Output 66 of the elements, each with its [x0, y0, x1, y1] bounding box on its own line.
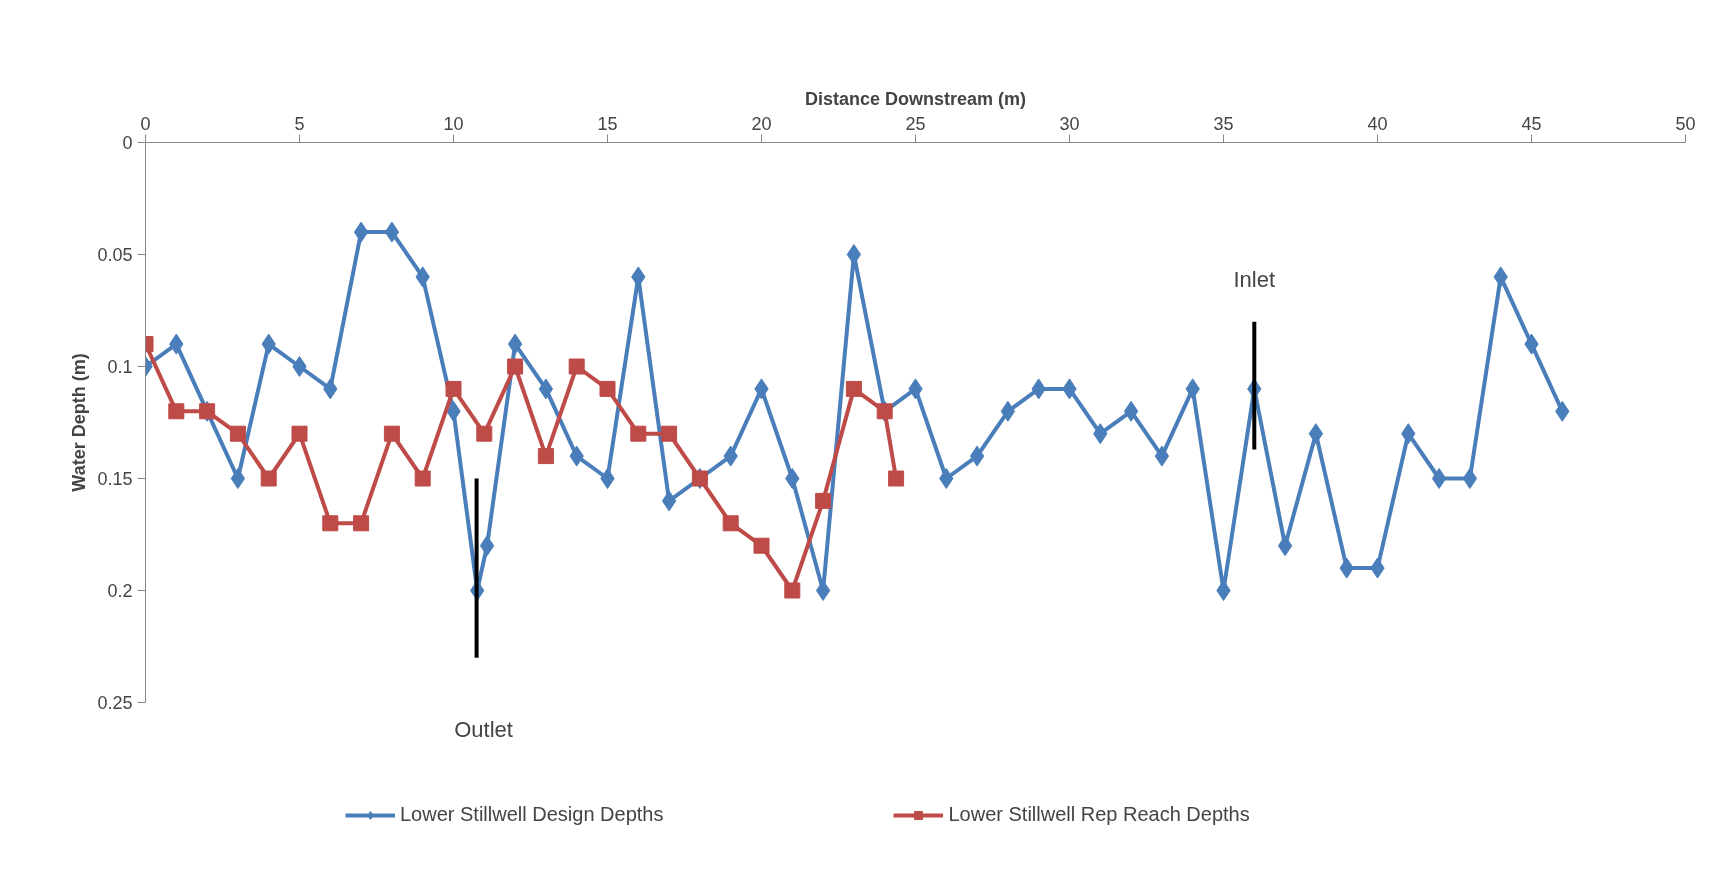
point	[507, 333, 523, 355]
point	[599, 380, 616, 397]
y-tick-label: 0.25	[97, 693, 133, 713]
point	[630, 425, 647, 442]
point	[383, 425, 400, 442]
point	[815, 492, 832, 509]
point	[322, 515, 339, 532]
x-tick-label: 10	[443, 113, 464, 134]
point	[1277, 535, 1293, 557]
point	[784, 582, 801, 599]
y-tick-label: 0.15	[97, 469, 133, 489]
legend-label: Lower Stillwell Rep Reach Depths	[948, 803, 1250, 826]
point	[353, 515, 370, 532]
point	[476, 425, 493, 442]
point	[537, 448, 554, 465]
point	[479, 535, 495, 557]
point	[600, 468, 615, 489]
point	[414, 470, 431, 487]
point	[845, 380, 862, 397]
point	[1462, 468, 1478, 489]
point	[815, 580, 831, 601]
point	[445, 380, 462, 397]
y-tick-label: 0.1	[107, 357, 133, 377]
x-tick-label: 25	[905, 113, 926, 134]
y-tick-label: 0.05	[97, 245, 133, 265]
point	[568, 358, 585, 375]
y-tick-label: 0	[122, 133, 133, 153]
point	[168, 403, 185, 420]
point	[260, 470, 277, 487]
x-tick-label: 45	[1521, 113, 1542, 134]
x-tick-label: 20	[751, 113, 772, 134]
ref-line-label: Outlet	[454, 716, 513, 742]
point	[230, 468, 246, 489]
y-tick-label: 0.2	[107, 581, 133, 601]
point	[1431, 468, 1447, 489]
x-tick-label: 30	[1059, 113, 1080, 134]
point	[939, 468, 954, 489]
x-tick-label: 15	[597, 113, 618, 134]
legend-label: Lower Stillwell Design Depths	[400, 803, 664, 826]
point	[291, 425, 308, 442]
x-tick-label: 35	[1213, 113, 1234, 134]
point	[661, 425, 678, 442]
point	[292, 356, 307, 377]
point	[846, 244, 862, 265]
x-tick-label: 40	[1367, 113, 1388, 134]
point	[969, 445, 985, 467]
point	[888, 470, 905, 487]
y-axis-title: Water Depth (m)	[69, 353, 90, 492]
point	[507, 358, 524, 375]
point	[661, 490, 677, 512]
ref-line-label: Inlet	[1233, 266, 1276, 292]
point	[384, 221, 400, 243]
point	[1308, 423, 1324, 445]
point	[753, 537, 770, 554]
x-axis-title: Distance Downstream (m)	[804, 88, 1027, 109]
point	[353, 221, 369, 243]
x-tick-label: 5	[294, 113, 305, 134]
point	[1000, 400, 1016, 422]
point	[1123, 400, 1139, 422]
x-tick-label: 0	[140, 113, 151, 134]
x-tick-label: 50	[1675, 113, 1696, 134]
point	[229, 425, 246, 442]
point	[1154, 445, 1170, 467]
point	[722, 515, 739, 532]
point	[538, 378, 554, 400]
point	[785, 468, 800, 489]
